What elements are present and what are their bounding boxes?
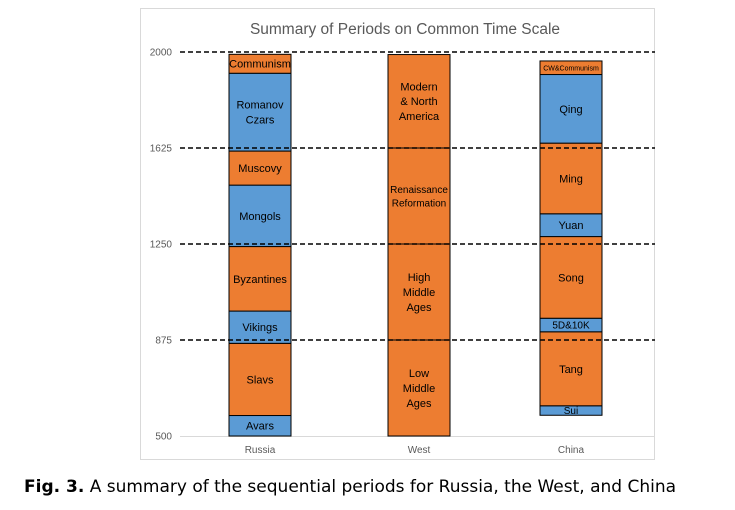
segment-label: Qing <box>559 104 582 116</box>
y-tick-label: 1625 <box>150 144 173 155</box>
caption-label: Fig. 3. <box>24 477 85 497</box>
segment-label: Modern & North America <box>399 81 440 123</box>
y-tick-label: 2000 <box>150 48 173 59</box>
segment-label: Romanov Czars <box>236 100 284 127</box>
segment-label: Low Middle Ages <box>403 368 435 410</box>
y-tick-label: 500 <box>155 432 172 443</box>
bar-segment <box>387 243 451 341</box>
bar-segment <box>539 142 603 215</box>
bar-segment <box>387 147 451 245</box>
bar-segment <box>228 150 292 186</box>
segment-label: 5D&10K <box>552 321 590 332</box>
bar-segment <box>228 246 292 312</box>
segment-label: Muscovy <box>238 163 282 175</box>
bar-segment <box>539 236 603 319</box>
segment-label: Renaissance Reformation <box>390 185 448 210</box>
y-tick-label: 875 <box>155 336 172 347</box>
bar-segment <box>539 331 603 407</box>
bar-segment <box>387 339 451 437</box>
x-tick-label: West <box>408 445 431 456</box>
figure-caption: Fig. 3. A summary of the sequential peri… <box>24 477 724 497</box>
segment-label: Mongols <box>239 211 281 223</box>
segment-label: Slavs <box>247 374 274 386</box>
bar-segment <box>228 53 292 74</box>
segment-label: Yuan <box>558 220 583 232</box>
bar-segment <box>228 184 292 248</box>
segment-label: Vikings <box>242 322 278 334</box>
bar-segment <box>387 54 451 149</box>
bar-segment <box>228 72 292 152</box>
chart-title: Summary of Periods on Common Time Scale <box>250 21 560 38</box>
segment-label: Tang <box>559 364 583 376</box>
bar-segment <box>228 342 292 417</box>
segment-label: Avars <box>246 421 274 433</box>
segment-label: Song <box>558 272 584 284</box>
chart-svg: Summary of Periods on Common Time Scale 5… <box>150 21 655 456</box>
caption-text: A summary of the sequential periods for … <box>89 477 677 497</box>
y-tick-label: 1250 <box>150 240 173 251</box>
bar-segment <box>539 74 603 144</box>
segment-label: CW&Communism <box>543 65 599 72</box>
segment-label: Sui <box>564 406 578 417</box>
bar-segment <box>539 60 603 76</box>
x-tick-label: Russia <box>245 445 276 456</box>
segment-label: High Middle Ages <box>403 272 435 314</box>
x-tick-label: China <box>558 445 585 456</box>
segment-label: Byzantines <box>233 274 287 286</box>
segment-label: Ming <box>559 173 583 185</box>
segment-label: Communism <box>229 59 291 71</box>
